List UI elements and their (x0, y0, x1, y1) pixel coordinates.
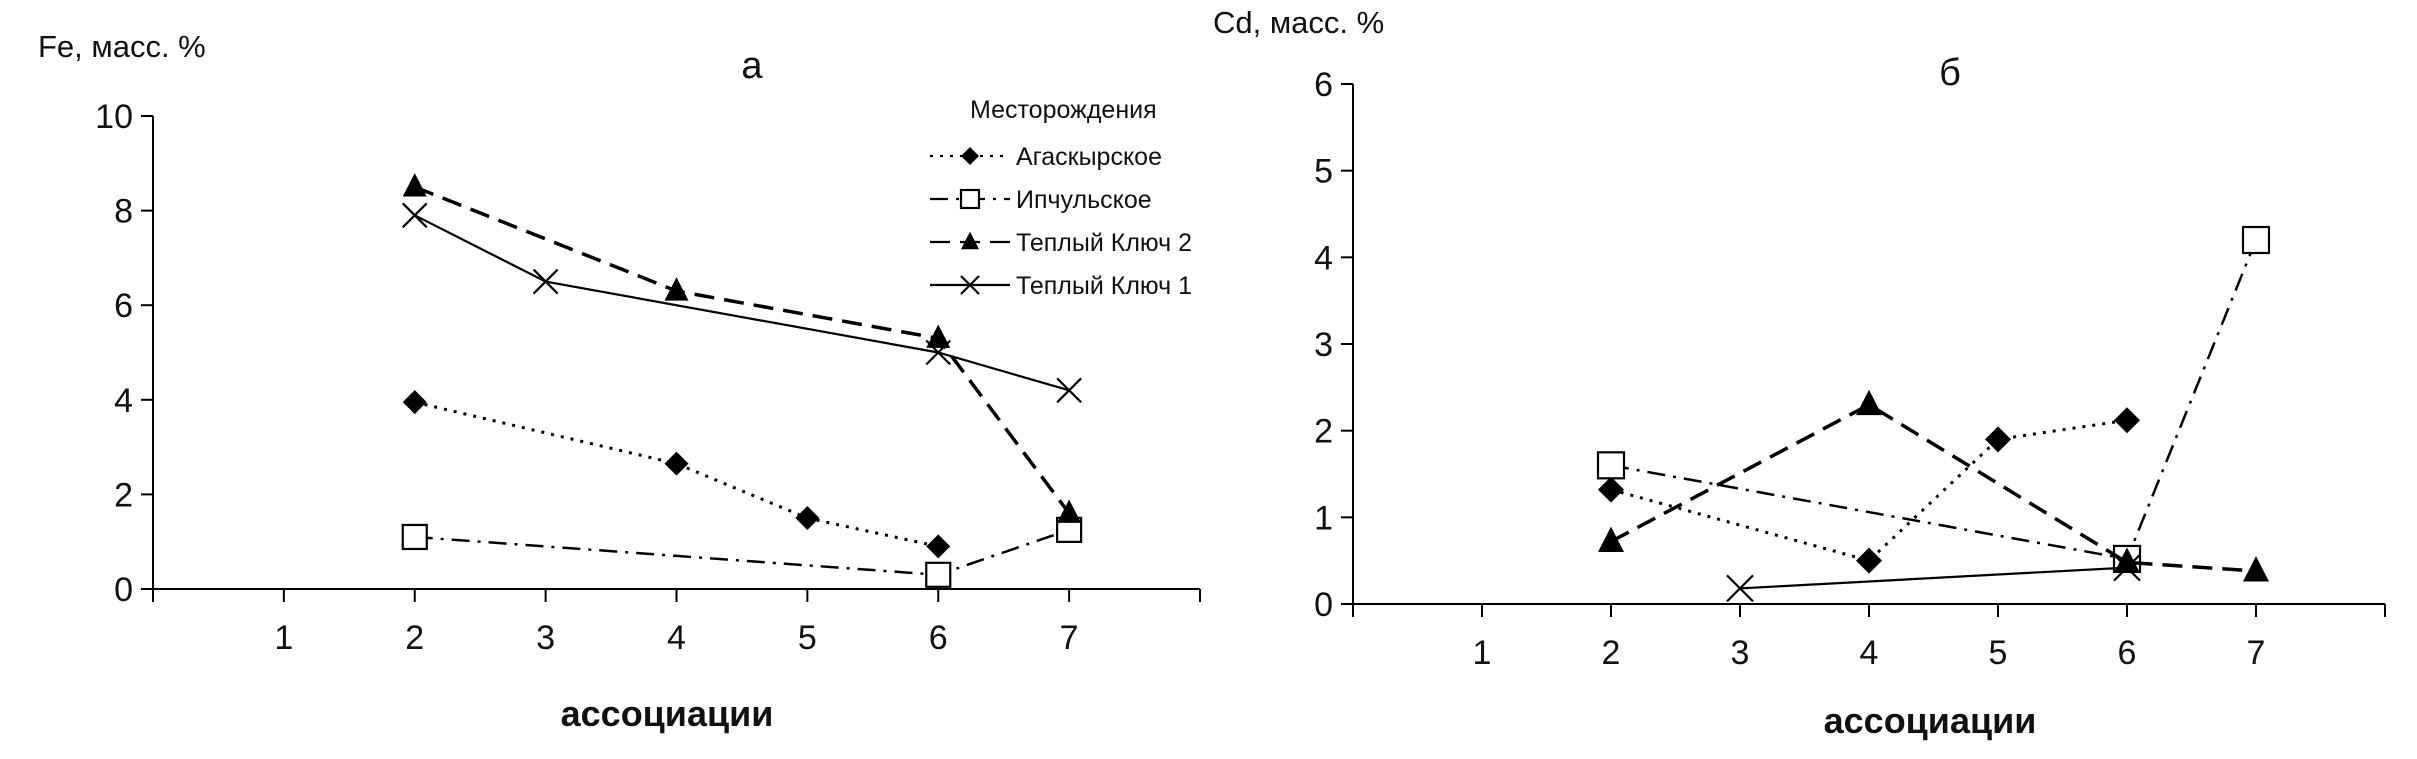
panel-b-series-4-point (1726, 574, 1754, 603)
panel-b-series-1-point (1856, 547, 1882, 574)
panel-b-series (1596, 225, 2271, 603)
panel-b-y-tick-label: 1 (1314, 499, 1333, 537)
panel-a-series (401, 173, 1083, 588)
panel-a-y-axis-label: Fe, масс. % (38, 29, 206, 64)
panel-a-series-4-point-stroke-2 (401, 202, 428, 229)
panel-a-y-tick-label: 2 (114, 476, 133, 514)
panel-b-series-4-line (1739, 566, 2128, 590)
panel-a-series-1-point (795, 506, 820, 531)
panel-a-y-tick-label: 10 (95, 98, 133, 136)
panel-b-y-tick-label: 6 (1314, 66, 1333, 104)
panel-b-series-1-point (2114, 407, 2140, 434)
panel-b-cd-chart: Cd, масс. % б ассоциации 0 1 2 3 4 5 6 1 2 3 4 5 6 7 (1213, 5, 2386, 741)
legend-marker-4 (960, 275, 980, 295)
panel-b-series-4-point (2113, 553, 2141, 582)
panel-b-x-tick-label: 6 (2118, 634, 2137, 672)
panel-a-x-tick-label: 1 (274, 619, 293, 657)
panel-a-series-3-point (1057, 499, 1082, 523)
panel-b-series-3-point (1598, 526, 1624, 552)
legend-marker-1 (961, 147, 979, 165)
panel-b-x-tick-label: 2 (1602, 634, 1621, 672)
panel-a-series-4-point (401, 202, 428, 229)
panel-b-series-3-line (1610, 402, 2257, 573)
panel-a-series-3-point (402, 173, 427, 197)
panel-a-x-tick-label: 6 (929, 619, 948, 657)
panel-b-x-tick-label: 5 (1989, 634, 2008, 672)
panel-b-y-tick-label: 5 (1314, 153, 1333, 191)
panel-b-x-tick-label: 7 (2247, 634, 2266, 672)
panel-a-x-axis-label: ассоциации (561, 693, 774, 734)
panel-b-y-axis-label: Cd, масс. % (1213, 5, 1384, 40)
panel-b-series-3-point (1856, 389, 1882, 416)
legend-label-4: Теплый Ключ 1 (1016, 272, 1192, 300)
panel-b-y-tick-label: 2 (1314, 413, 1333, 451)
panel-b-series-3-point (2114, 547, 2140, 573)
panel-a-y-tick-label: 6 (114, 287, 133, 325)
panel-b-x-tick-label: 3 (1731, 634, 1750, 672)
panel-a-series-1-point (664, 451, 689, 476)
panel-a-series-4-point-stroke-2 (925, 339, 952, 366)
panel-a-y-tick-label: 8 (114, 193, 133, 231)
legend-label-1: Агаскырское (1016, 143, 1162, 171)
panel-b-series-1-point (1598, 476, 1624, 503)
panel-b-series-2-line (1610, 239, 2258, 561)
legend-marker-2 (959, 188, 981, 210)
legend-title: Месторождения (970, 96, 1157, 124)
panel-a-series-4-point (1056, 377, 1082, 404)
panel-b-x-tick-label: 4 (1860, 634, 1879, 672)
panel-a-series-3-point (664, 277, 689, 301)
panel-a-series-4-point-stroke-2 (1056, 377, 1082, 404)
panel-a-y-tick-label: 4 (114, 382, 133, 420)
legend-items: Агаскырское Ипчульское Теплый Ключ 2 Теплый… (930, 143, 1192, 300)
panel-b-series-2-point (2241, 225, 2271, 255)
panel-b-axes: 0 1 2 3 4 5 6 1 2 3 4 5 6 7 (1314, 66, 2386, 672)
panel-a-x-tick-label: 3 (536, 619, 555, 657)
panel-b-series-1-point (1985, 426, 2011, 453)
panel-a-x-tick-label: 5 (798, 619, 817, 657)
panel-a-series-4-line (414, 214, 1070, 392)
panel-a-title: а (741, 45, 763, 87)
panel-a-series-1-point (926, 534, 951, 559)
panel-b-series-2-point (1596, 451, 1626, 480)
panel-a-series-4-point (532, 268, 559, 295)
panel-a-series-2-point (925, 561, 952, 588)
panel-a-series-2-line (414, 528, 1070, 577)
panel-a-x-tick-label: 2 (405, 619, 424, 657)
legend-label-2: Ипчульское (1016, 186, 1152, 214)
legend-marker-4-stroke-2 (960, 275, 980, 295)
legend-label-3: Теплый Ключ 2 (1016, 229, 1192, 257)
panel-a-series-3-point (926, 324, 951, 348)
panel-b-series-3-point (2243, 556, 2269, 582)
panel-a-x-tick-label: 7 (1060, 619, 1079, 657)
panel-b-title: б (1939, 52, 1961, 94)
panel-b-series-4-point-stroke-2 (1726, 574, 1754, 603)
panel-a-series-4-point (925, 339, 952, 366)
panel-a-series-4-point-stroke-2 (532, 268, 559, 295)
panel-b-x-axis-label: ассоциации (1824, 700, 2037, 741)
panel-a-series-2-point (401, 523, 428, 551)
panel-b-y-tick-label: 4 (1314, 239, 1333, 277)
panel-b-series-4-point-stroke-2 (2113, 553, 2141, 582)
panel-b-y-tick-label: 3 (1314, 326, 1333, 364)
legend: Месторождения Агаскырское Ипчульское Теплы… (930, 96, 1192, 300)
panel-a-x-tick-label: 4 (667, 619, 686, 657)
panel-a-y-tick-label: 0 (114, 571, 133, 609)
panel-b-x-tick-label: 1 (1473, 634, 1492, 672)
panel-a-series-1-point (402, 390, 427, 415)
legend-marker-3 (961, 231, 979, 250)
panel-b-series-1-line (1610, 418, 2128, 563)
panel-b-y-tick-label: 0 (1314, 586, 1333, 624)
